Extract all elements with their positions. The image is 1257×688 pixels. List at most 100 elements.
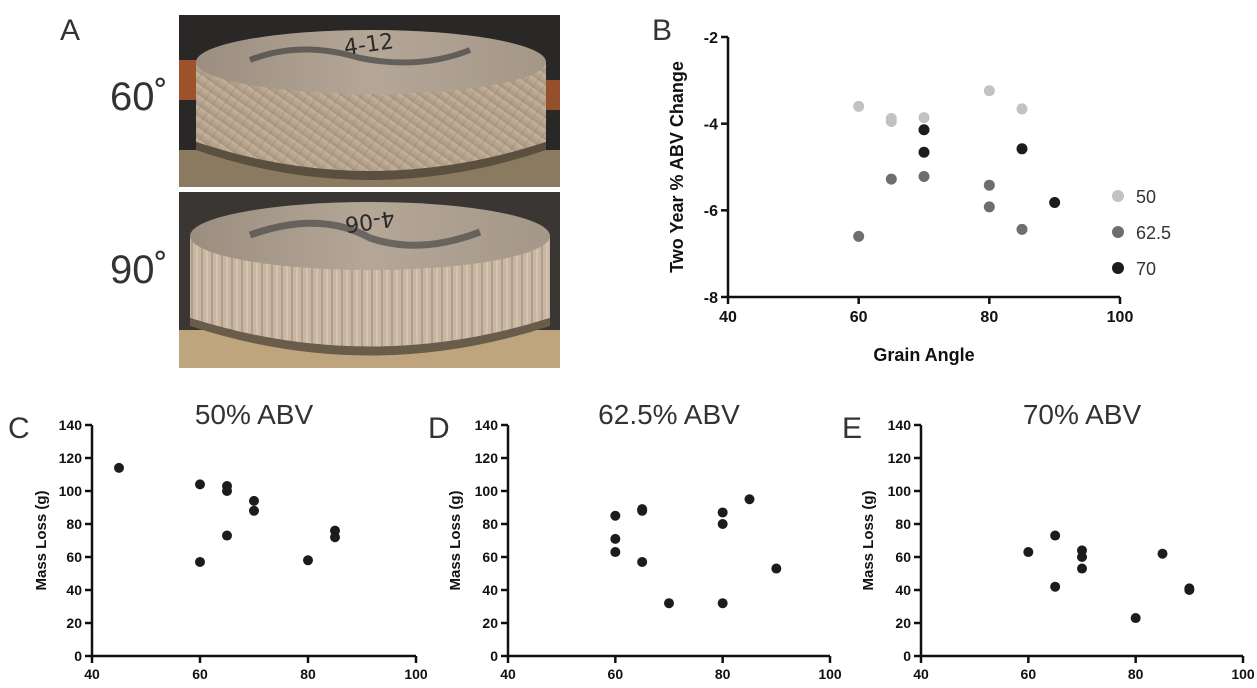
x-tick-label-c: 40 bbox=[84, 666, 100, 682]
data-point-d bbox=[610, 510, 621, 521]
chart-title-d: 62.5% ABV bbox=[598, 399, 740, 430]
data-point-b bbox=[918, 171, 930, 183]
panel-letter-d: D bbox=[428, 412, 450, 445]
y-tick-label-d: 20 bbox=[482, 615, 498, 631]
data-point-b bbox=[885, 116, 897, 127]
y-tick-label-c: 40 bbox=[66, 582, 82, 598]
angle-label-60: 60˚ bbox=[110, 75, 168, 119]
data-point-b bbox=[1049, 197, 1061, 209]
chart-title-c: 50% ABV bbox=[195, 399, 314, 430]
x-tick-label-e: 40 bbox=[913, 666, 929, 682]
data-point-c bbox=[303, 555, 313, 566]
data-point-c bbox=[330, 532, 340, 543]
y-tick-label-d: 40 bbox=[482, 582, 498, 598]
y-tick-label-d: 140 bbox=[475, 417, 499, 433]
data-point-c bbox=[249, 505, 259, 516]
panel-letter-c: C bbox=[8, 412, 30, 445]
x-tick-label-b: 100 bbox=[1107, 309, 1134, 326]
y-tick-label-d: 80 bbox=[482, 516, 498, 532]
data-point-b bbox=[918, 146, 930, 158]
photo-60-degree-sample: 4-12 bbox=[179, 15, 560, 187]
data-point-c bbox=[114, 462, 124, 473]
y-tick-label-e: 80 bbox=[895, 516, 911, 532]
data-point-c bbox=[195, 479, 205, 490]
chart-d-mass-loss-62-5-abv: D 62.5% ABV 0 20 40 60 80 100 120 140 40 60 80 100 Mas… bbox=[428, 399, 842, 682]
data-point-e bbox=[1023, 547, 1034, 558]
y-tick-label-e: 40 bbox=[895, 582, 911, 598]
data-point-b bbox=[1016, 103, 1028, 115]
x-tick-label-e: 60 bbox=[1021, 666, 1037, 682]
legend-marker-b bbox=[1112, 262, 1124, 274]
photo-90-degree-sample: 4-06 bbox=[179, 192, 560, 368]
y-tick-label-d: 100 bbox=[475, 483, 499, 499]
data-point-b bbox=[853, 100, 865, 112]
y-axis-title-c: Mass Loss (g) bbox=[33, 490, 50, 590]
data-point-d bbox=[664, 598, 674, 609]
y-axis-title-e: Mass Loss (g) bbox=[860, 490, 877, 590]
y-tick-label-c: 100 bbox=[59, 483, 83, 499]
legend-label-b: 50 bbox=[1136, 187, 1156, 207]
data-point-b bbox=[885, 173, 897, 185]
y-tick-label-c: 80 bbox=[66, 516, 82, 532]
data-point-c bbox=[222, 486, 232, 496]
data-point-d bbox=[717, 598, 728, 609]
data-point-d bbox=[610, 533, 621, 544]
data-point-b bbox=[983, 201, 995, 213]
data-point-d bbox=[717, 507, 728, 518]
x-tick-label-e: 100 bbox=[1231, 666, 1255, 682]
data-point-d bbox=[717, 519, 728, 529]
data-point-e bbox=[1130, 613, 1141, 624]
y-tick-label-e: 120 bbox=[888, 450, 912, 466]
chart-c-mass-loss-50-abv: C 50% ABV 0 20 40 60 80 100 120 140 40 60 80 100 Mass … bbox=[8, 399, 428, 682]
x-tick-label-d: 80 bbox=[715, 666, 731, 682]
data-point-d bbox=[637, 505, 648, 516]
y-axis-title-d: Mass Loss (g) bbox=[447, 490, 464, 590]
x-tick-label-d: 40 bbox=[500, 666, 516, 682]
y-tick-label-b: -2 bbox=[704, 30, 718, 47]
legend-marker-b bbox=[1112, 190, 1124, 202]
data-point-d bbox=[744, 494, 755, 505]
panel-letter-e: E bbox=[842, 412, 862, 445]
y-tick-label-e: 140 bbox=[888, 417, 912, 433]
legend-marker-b bbox=[1112, 226, 1124, 238]
x-tick-label-b: 80 bbox=[980, 309, 998, 326]
y-tick-label-c: 60 bbox=[66, 549, 82, 565]
chart-e-mass-loss-70-abv: E 70% ABV 0 20 40 60 80 100 120 140 40 60 80 100 Mass … bbox=[842, 399, 1255, 682]
x-tick-label-d: 100 bbox=[818, 666, 842, 682]
y-tick-label-d: 120 bbox=[475, 450, 499, 466]
x-tick-label-c: 80 bbox=[300, 666, 316, 682]
data-point-b bbox=[918, 112, 930, 124]
y-tick-label-c: 0 bbox=[74, 648, 82, 664]
x-tick-label-b: 40 bbox=[719, 309, 737, 326]
legend-label-b: 70 bbox=[1136, 259, 1156, 279]
y-tick-label-e: 100 bbox=[888, 483, 912, 499]
data-point-b bbox=[1016, 223, 1028, 235]
x-axis-title-b: Grain Angle bbox=[873, 345, 974, 365]
panel-letter-a: A bbox=[60, 14, 80, 47]
y-tick-label-e: 60 bbox=[895, 549, 911, 565]
y-tick-label-b: -4 bbox=[704, 116, 718, 133]
data-point-b bbox=[983, 179, 995, 191]
y-tick-label-b: -8 bbox=[704, 290, 718, 307]
x-tick-label-e: 80 bbox=[1128, 666, 1144, 682]
data-point-e bbox=[1157, 548, 1168, 559]
data-point-e bbox=[1184, 585, 1195, 595]
data-point-e bbox=[1077, 563, 1087, 574]
data-point-d bbox=[610, 547, 621, 558]
panel-letter-b: B bbox=[652, 14, 672, 47]
x-tick-label-c: 60 bbox=[192, 666, 208, 682]
data-point-e bbox=[1050, 581, 1061, 592]
x-tick-label-b: 60 bbox=[850, 309, 868, 326]
data-point-b bbox=[1016, 143, 1028, 155]
y-tick-label-d: 60 bbox=[482, 549, 498, 565]
data-point-e bbox=[1050, 530, 1061, 541]
y-tick-label-c: 120 bbox=[59, 450, 83, 466]
y-axis-title-b: Two Year % ABV Change bbox=[667, 61, 687, 273]
data-point-b bbox=[983, 85, 995, 97]
y-tick-label-d: 0 bbox=[490, 648, 498, 664]
data-point-e bbox=[1077, 552, 1087, 562]
y-tick-label-e: 20 bbox=[895, 615, 911, 631]
x-tick-label-d: 60 bbox=[608, 666, 624, 682]
data-point-c bbox=[249, 495, 259, 506]
